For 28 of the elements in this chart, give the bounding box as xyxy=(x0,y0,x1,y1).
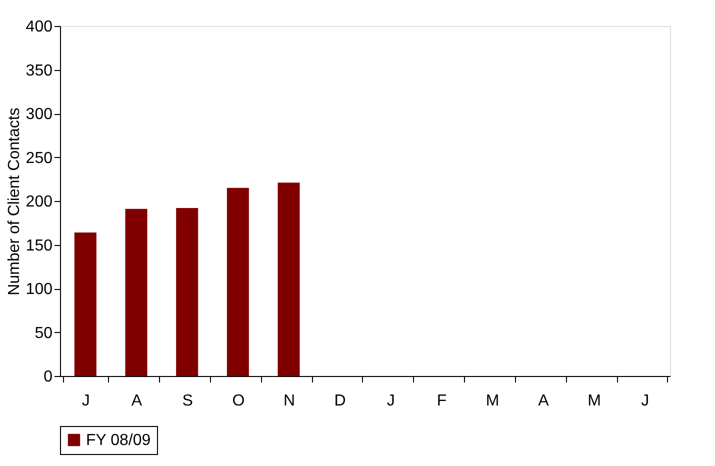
x-tick-label: F xyxy=(436,392,447,410)
y-axis-title: Number of Client Contacts xyxy=(6,108,23,296)
y-tick-label: 300 xyxy=(26,106,53,123)
y-tick-label: 150 xyxy=(26,237,53,254)
legend-label: FY 08/09 xyxy=(86,432,151,449)
y-tick-label: 350 xyxy=(26,62,53,80)
x-tick-label: J xyxy=(641,392,650,410)
y-tick-label: 50 xyxy=(34,324,53,342)
y-tick-label: 0 xyxy=(44,368,53,386)
x-tick-label: M xyxy=(486,392,500,410)
x-tick-label: A xyxy=(131,392,142,410)
bar xyxy=(278,182,300,376)
y-tick-label: 400 xyxy=(26,18,53,36)
x-tick-label: M xyxy=(588,392,601,410)
x-tick-label: S xyxy=(182,392,193,410)
y-tick-label: 250 xyxy=(26,150,53,167)
x-tick-label: D xyxy=(334,392,346,410)
bar xyxy=(74,232,96,376)
y-tick-label: 100 xyxy=(26,281,53,298)
x-tick-label: J xyxy=(82,392,90,410)
x-tick-label: A xyxy=(538,392,550,410)
bar xyxy=(226,188,249,376)
y-tick-label: 200 xyxy=(26,194,53,210)
x-tick-label: O xyxy=(232,392,245,410)
x-tick-label: J xyxy=(386,392,395,410)
bar xyxy=(176,208,198,376)
x-tick-label: N xyxy=(283,392,296,410)
bar xyxy=(125,208,148,376)
